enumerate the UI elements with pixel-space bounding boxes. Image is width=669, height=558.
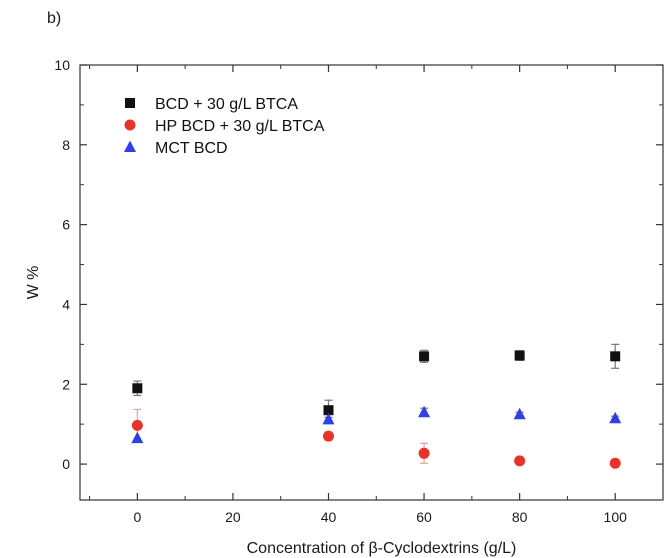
data-point-triangle xyxy=(513,407,526,420)
data-point-triangle xyxy=(131,431,144,444)
x-tick-label: 20 xyxy=(225,509,241,525)
data-point-square xyxy=(419,351,430,362)
legend-label: HP BCD + 30 g/L BTCA xyxy=(155,118,325,135)
data-point-circle xyxy=(609,457,621,469)
data-point-square xyxy=(610,351,621,362)
plot-frame: 0 20 40 60 80 100 0 2 4 6 8 10 xyxy=(54,57,664,525)
y-axis-title: W % xyxy=(25,266,42,300)
legend-label: MCT BCD xyxy=(155,140,228,157)
error-bars xyxy=(133,343,620,466)
data-point-square xyxy=(514,350,525,361)
x-tick-label: 40 xyxy=(321,509,337,525)
data-point-circle xyxy=(418,447,430,459)
data-point-triangle xyxy=(322,412,335,425)
plot-border xyxy=(79,64,664,501)
legend: BCD + 30 g/L BTCA HP BCD + 30 g/L BTCA MCT… xyxy=(124,96,325,157)
data-point-circle xyxy=(514,455,526,467)
x-tick-label: 100 xyxy=(604,509,628,525)
data-point-triangle xyxy=(609,411,622,424)
legend-label: BCD + 30 g/L BTCA xyxy=(155,96,298,113)
x-tick-label: 60 xyxy=(416,509,432,525)
data-point-circle xyxy=(131,419,143,431)
data-point-triangle xyxy=(418,405,431,418)
legend-marker-square xyxy=(125,98,135,108)
x-axis-title: Concentration of β-Cyclodextrins (g/L) xyxy=(247,540,517,557)
data-markers xyxy=(131,350,622,469)
legend-marker-circle xyxy=(124,119,136,131)
y-tick-label: 8 xyxy=(62,137,70,153)
legend-marker-triangle xyxy=(124,140,136,152)
data-point-square xyxy=(132,383,143,394)
y-tick-label: 6 xyxy=(62,217,70,233)
y-tick-label: 2 xyxy=(62,376,70,392)
data-point-circle xyxy=(322,430,334,442)
x-tick-label: 0 xyxy=(133,509,141,525)
y-tick-label: 4 xyxy=(62,296,70,312)
x-tick-label: 80 xyxy=(512,509,528,525)
y-tick-label: 0 xyxy=(62,456,70,472)
y-tick-label: 10 xyxy=(54,57,70,73)
panel-label: b) xyxy=(47,10,62,27)
data-point-square xyxy=(323,405,334,416)
